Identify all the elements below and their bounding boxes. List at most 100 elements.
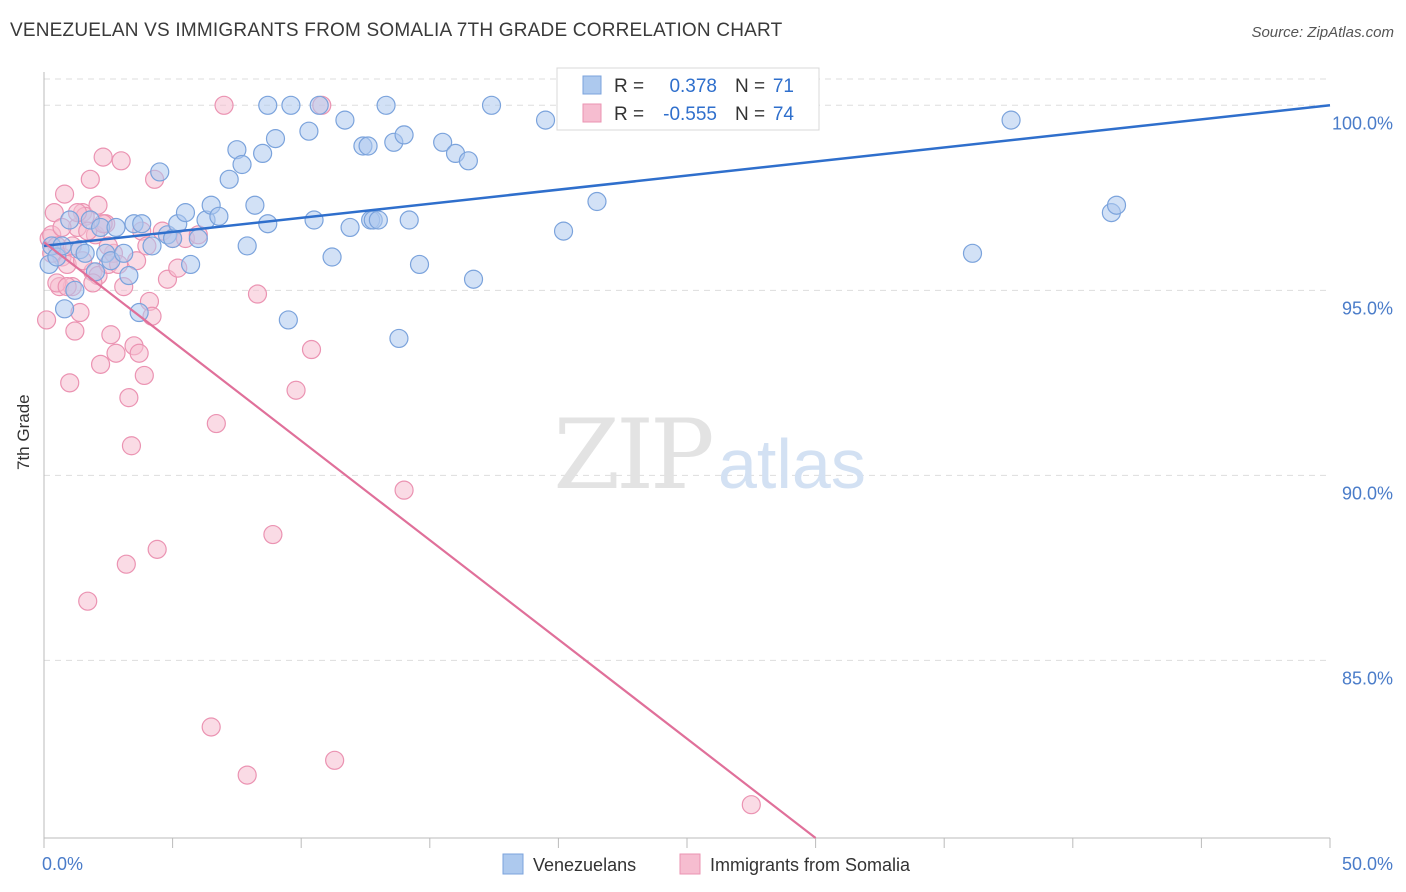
venezuelan-point-66 bbox=[587, 191, 607, 212]
venezuelan-point-6 bbox=[65, 280, 85, 300]
venezuelan-point-58 bbox=[409, 254, 430, 275]
somalia-point-16 bbox=[78, 591, 98, 611]
x-tick-label-0: 0.0% bbox=[42, 854, 83, 874]
venezuelan-point-19 bbox=[132, 214, 152, 234]
venezuelan-point-57 bbox=[399, 210, 419, 230]
axes bbox=[43, 72, 1331, 848]
stats-n-value-1: 71 bbox=[773, 76, 794, 97]
stats-n-label-1: N = bbox=[735, 76, 765, 97]
somalia-point-50 bbox=[201, 717, 221, 737]
venezuelan-point-43 bbox=[304, 210, 324, 230]
trend-line-somalia bbox=[43, 241, 817, 839]
venezuelan-point-15 bbox=[114, 243, 134, 263]
venezuelan-point-49 bbox=[358, 136, 378, 156]
somalia-point-59 bbox=[325, 750, 345, 770]
venezuelan-point-63 bbox=[481, 95, 502, 115]
venezuelan-point-41 bbox=[281, 95, 301, 115]
trend-line-venezuelans bbox=[43, 104, 1331, 248]
somalia-point-54 bbox=[247, 284, 268, 304]
watermark-zip: ZIP bbox=[553, 399, 712, 511]
somalia-point-61 bbox=[741, 795, 761, 815]
venezuelan-point-36 bbox=[253, 143, 273, 164]
venezuelan-point-38 bbox=[258, 95, 278, 115]
legend-swatch-venezuelans bbox=[502, 853, 524, 875]
venezuelan-point-21 bbox=[150, 162, 170, 182]
venezuelan-point-52 bbox=[368, 210, 388, 230]
somalia-point-60 bbox=[394, 480, 414, 500]
somalia-point-38 bbox=[134, 365, 154, 386]
stats-n-label-2: N = bbox=[735, 104, 765, 125]
venezuelan-point-59 bbox=[433, 132, 453, 152]
venezuelan-point-53 bbox=[376, 95, 396, 115]
stats-swatch-pink bbox=[582, 103, 602, 123]
somalia-point-33 bbox=[121, 436, 142, 456]
stats-box: R = 0.378 N = 71 R = -0.555 N = 74 bbox=[556, 67, 820, 131]
venezuelan-point-44 bbox=[309, 95, 329, 115]
venezuelan-point-20 bbox=[142, 236, 162, 256]
chart-title: VENEZUELAN VS IMMIGRANTS FROM SOMALIA 7T… bbox=[10, 20, 783, 41]
somalia-point-27 bbox=[106, 343, 126, 363]
venezuelan-point-55 bbox=[389, 328, 409, 349]
venezuelan-point-16 bbox=[119, 265, 139, 286]
venezuelan-point-5 bbox=[60, 210, 80, 230]
stats-n-value-2: 74 bbox=[773, 104, 795, 125]
venezuelan-point-61 bbox=[458, 151, 478, 171]
stats-swatch-blue bbox=[582, 75, 602, 95]
somalia-point-21 bbox=[90, 354, 111, 374]
venezuelan-point-42 bbox=[299, 121, 319, 141]
somalia-point-11 bbox=[65, 321, 85, 341]
venezuelan-point-33 bbox=[232, 154, 252, 175]
venezuelan-point-45 bbox=[322, 247, 342, 267]
venezuelan-point-31 bbox=[219, 169, 239, 189]
venezuelan-point-27 bbox=[188, 228, 208, 249]
legend: Venezuelans Immigrants from Somalia bbox=[502, 853, 911, 875]
series-venezuelans bbox=[39, 95, 1127, 349]
legend-swatch-somalia bbox=[679, 853, 701, 875]
y-tick-label-2: 95.0% bbox=[1342, 298, 1393, 318]
somalia-point-22 bbox=[93, 147, 113, 167]
venezuelan-point-26 bbox=[181, 254, 201, 275]
venezuelan-point-46 bbox=[335, 110, 355, 130]
venezuelan-point-35 bbox=[245, 195, 265, 215]
venezuelan-point-47 bbox=[340, 217, 360, 238]
somalia-point-0 bbox=[36, 310, 57, 330]
somalia-point-43 bbox=[147, 539, 167, 559]
venezuelan-point-8 bbox=[75, 243, 95, 263]
watermark-atlas: atlas bbox=[718, 425, 866, 503]
somalia-point-29 bbox=[111, 151, 131, 171]
legend-label-venezuelans: Venezuelans bbox=[533, 855, 636, 875]
somalia-point-56 bbox=[286, 380, 306, 400]
y-tick-label-0: 85.0% bbox=[1342, 668, 1393, 688]
y-tick-label-1: 90.0% bbox=[1342, 483, 1393, 503]
somalia-point-53 bbox=[237, 765, 257, 785]
somalia-point-71 bbox=[88, 195, 108, 215]
venezuelan-point-18 bbox=[129, 302, 149, 323]
stats-r-label-1: R = bbox=[614, 76, 644, 97]
stats-r-label-2: R = bbox=[614, 104, 644, 125]
stats-r-value-2: -0.555 bbox=[663, 104, 717, 125]
somalia-point-57 bbox=[301, 339, 322, 360]
somalia-point-36 bbox=[129, 343, 149, 363]
x-tick-label-1: 50.0% bbox=[1342, 854, 1393, 874]
somalia-point-32 bbox=[119, 388, 139, 408]
somalia-point-55 bbox=[263, 524, 283, 545]
legend-label-somalia: Immigrants from Somalia bbox=[710, 855, 911, 875]
venezuelan-point-37 bbox=[258, 214, 278, 234]
venezuelan-point-68 bbox=[1001, 110, 1021, 130]
tick-labels: 85.0% 90.0% 95.0% 100.0% 0.0% 50.0% bbox=[42, 113, 1393, 874]
somalia-point-9 bbox=[60, 373, 80, 393]
y-tick-label-3: 100.0% bbox=[1332, 113, 1393, 133]
venezuelan-point-67 bbox=[962, 243, 983, 263]
somalia-point-52 bbox=[214, 95, 234, 115]
venezuelan-point-65 bbox=[553, 221, 574, 241]
watermark: ZIP atlas bbox=[553, 399, 865, 511]
somalia-point-31 bbox=[116, 554, 136, 574]
somalia-point-17 bbox=[80, 169, 100, 189]
venezuelan-point-64 bbox=[535, 110, 556, 130]
trend-lines bbox=[43, 104, 1331, 839]
venezuelan-point-62 bbox=[463, 269, 484, 289]
venezuelan-point-39 bbox=[265, 129, 286, 149]
venezuelan-point-70 bbox=[1106, 195, 1127, 215]
venezuelan-point-25 bbox=[175, 203, 196, 223]
